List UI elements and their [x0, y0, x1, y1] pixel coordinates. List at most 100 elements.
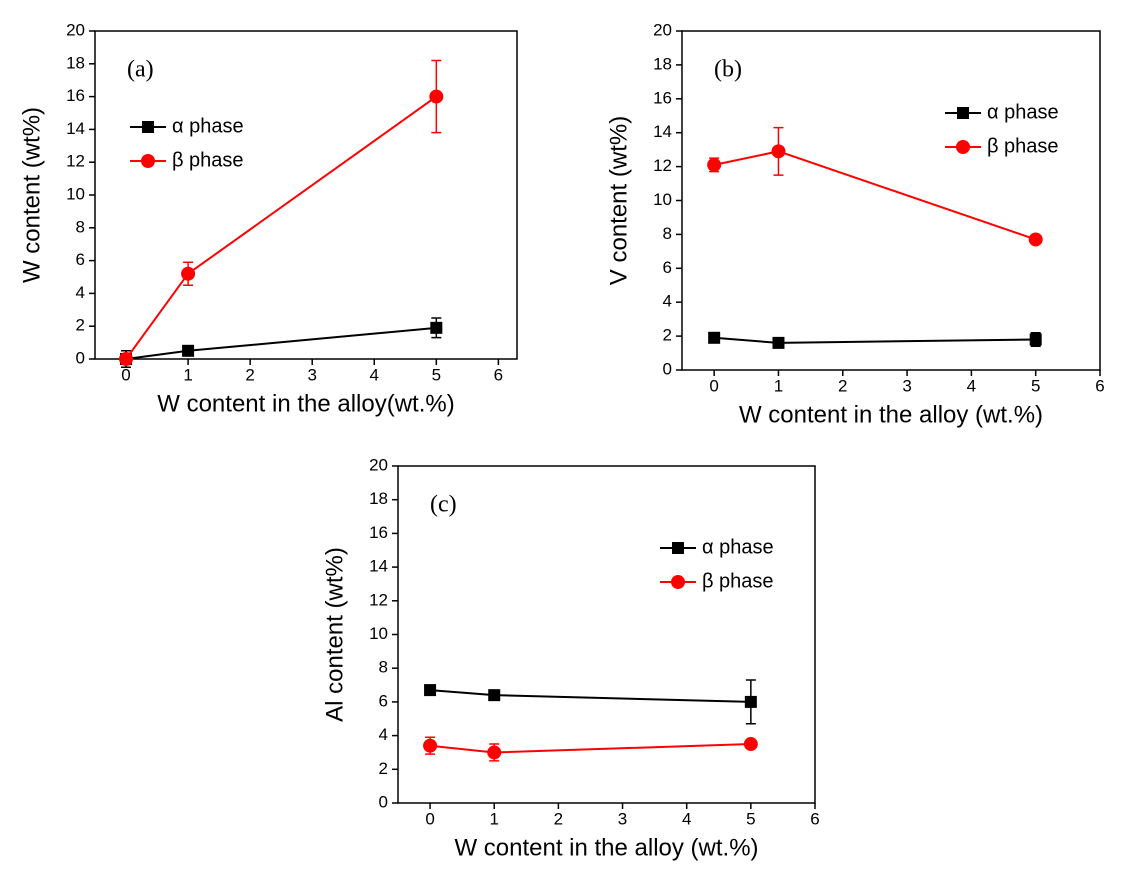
legend-marker [671, 575, 685, 589]
panel-label: (b) [714, 57, 742, 83]
y-tick-label: 4 [663, 292, 672, 311]
x-tick-label: 5 [1031, 376, 1040, 395]
x-tick-label: 4 [967, 376, 976, 395]
y-tick-label: 10 [66, 184, 85, 203]
y-tick-label: 14 [66, 119, 85, 138]
data-point [772, 336, 785, 349]
y-tick-label: 8 [76, 217, 85, 236]
data-point [182, 344, 195, 357]
plot-frame [397, 465, 816, 804]
y-tick-label: 0 [76, 348, 85, 367]
y-tick-label: 0 [379, 792, 388, 811]
data-point [743, 737, 758, 752]
y-tick-label: 6 [379, 691, 388, 710]
data-point [1029, 333, 1042, 346]
legend-label: β phase [702, 570, 774, 592]
legend-marker [672, 542, 684, 554]
legend-marker [141, 154, 155, 168]
y-tick-label: 16 [653, 88, 672, 107]
x-axis-label: W content in the alloy(wt.%) [157, 390, 454, 417]
y-tick-label: 10 [653, 190, 672, 209]
data-point [119, 352, 134, 366]
y-tick-label: 0 [663, 359, 672, 378]
legend-marker [957, 107, 969, 119]
x-tick-label: 4 [370, 365, 379, 384]
y-tick-label: 20 [66, 20, 85, 39]
y-tick-label: 18 [369, 489, 388, 508]
y-tick-label: 4 [379, 725, 388, 744]
data-point [430, 321, 443, 334]
y-tick-label: 2 [76, 316, 85, 335]
x-tick-label: 5 [746, 809, 755, 828]
x-tick-label: 1 [183, 365, 192, 384]
x-tick-label: 1 [774, 376, 783, 395]
data-point [423, 738, 438, 753]
y-tick-label: 2 [379, 759, 388, 778]
y-axis-label: V content (wt%) [605, 116, 632, 285]
x-tick-label: 0 [425, 809, 434, 828]
y-tick-label: 18 [66, 53, 85, 72]
x-tick-label: 2 [554, 809, 563, 828]
y-tick-label: 12 [66, 152, 85, 171]
y-tick-label: 12 [369, 590, 388, 609]
y-tick-label: 2 [663, 326, 672, 345]
data-point [708, 331, 721, 344]
panel-label: (a) [127, 57, 154, 83]
y-tick-label: 14 [653, 122, 672, 141]
x-axis-label: W content in the alloy (wt.%) [454, 834, 758, 861]
x-tick-label: 5 [432, 365, 441, 384]
data-point [429, 89, 444, 104]
data-point [487, 745, 502, 760]
legend-label: α phase [172, 115, 244, 137]
plot-frame [681, 30, 1101, 371]
legend-label: β phase [987, 135, 1059, 157]
x-tick-label: 0 [121, 365, 130, 384]
legend-label: α phase [702, 536, 774, 558]
x-tick-label: 2 [245, 365, 254, 384]
y-tick-label: 10 [369, 624, 388, 643]
legend-marker [956, 140, 970, 154]
x-tick-label: 3 [902, 376, 911, 395]
data-point [744, 695, 757, 708]
x-tick-label: 4 [682, 809, 691, 828]
x-axis-label: W content in the alloy (wt.%) [739, 401, 1043, 428]
panel-label: (c) [430, 492, 457, 518]
series-line [713, 150, 1037, 241]
y-tick-label: 4 [76, 283, 85, 302]
y-tick-label: 6 [76, 250, 85, 269]
x-tick-label: 1 [489, 809, 498, 828]
data-point [707, 157, 722, 172]
data-point [488, 689, 501, 702]
data-point [1028, 232, 1043, 247]
y-tick-label: 18 [653, 54, 672, 73]
legend-label: α phase [987, 101, 1059, 123]
series-line [714, 336, 1036, 344]
plot-frame [94, 30, 518, 360]
y-tick-label: 12 [653, 156, 672, 175]
y-tick-label: 16 [66, 86, 85, 105]
x-tick-label: 0 [709, 376, 718, 395]
y-axis-label: W content (wt%) [18, 107, 45, 283]
series-line [429, 743, 751, 754]
data-point [181, 266, 196, 281]
data-point [771, 144, 786, 159]
data-point [424, 684, 437, 697]
y-tick-label: 14 [369, 557, 388, 576]
y-tick-label: 20 [653, 20, 672, 39]
y-tick-label: 8 [663, 224, 672, 243]
y-tick-label: 8 [379, 658, 388, 677]
x-tick-label: 3 [618, 809, 627, 828]
x-tick-label: 6 [494, 365, 503, 384]
x-tick-label: 6 [810, 809, 819, 828]
y-axis-label: Al content (wt%) [321, 547, 348, 722]
y-tick-label: 6 [663, 258, 672, 277]
series-line [125, 326, 437, 360]
x-tick-label: 2 [838, 376, 847, 395]
series-line [429, 689, 751, 703]
x-tick-label: 6 [1095, 376, 1104, 395]
y-tick-label: 20 [369, 455, 388, 474]
y-tick-label: 16 [369, 523, 388, 542]
legend-label: β phase [172, 149, 244, 171]
legend-marker [142, 121, 154, 133]
